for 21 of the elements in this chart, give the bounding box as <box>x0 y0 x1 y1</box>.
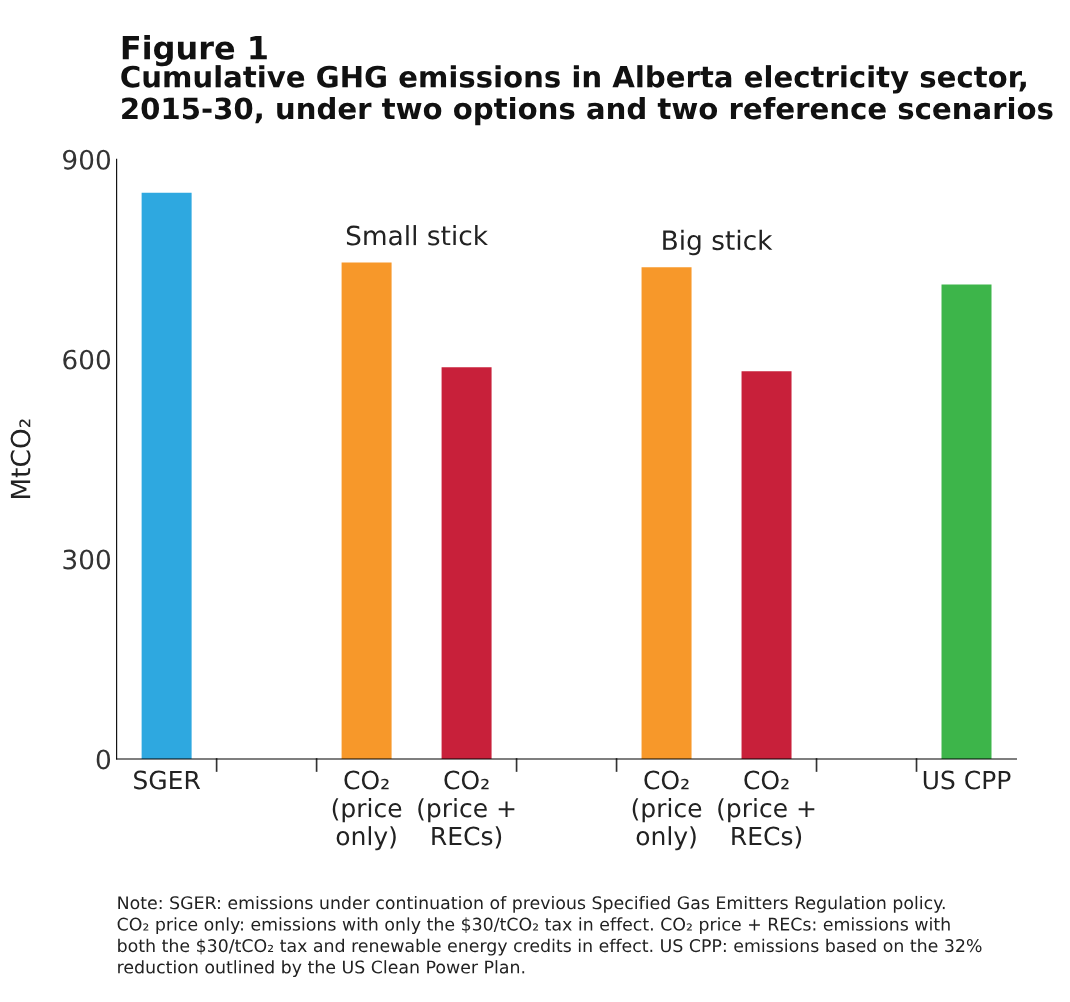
bar <box>741 371 792 760</box>
annotation: Big stick <box>663 229 773 256</box>
x-tick-label: CO₂ (price only) <box>632 770 702 851</box>
bar <box>641 267 692 760</box>
x-tick-label: SGER <box>134 770 201 790</box>
y-axis-title: MtCO₂ <box>10 419 31 499</box>
x-tick-label: US CPP <box>923 770 1011 790</box>
annotation: Small stick <box>346 225 488 246</box>
x-tick-label: CO₂ (price + RECs) <box>418 770 515 849</box>
text: Note: SGER: emissions under continuation of previous Specified Gas Emitters Regulation policy. CO₂ price only: emissions with only the $30/tCO₂ tax in effect. CO₂ price + RECs: emissions with both the $30/tCO₂ tax and renewable energy credits in effect. US CPP: emissions based on the 32% reduction outlined by the US Clean Power Plan. <box>117 895 982 977</box>
chart-subtitle: Cumulative GHG emissions in Alberta electricity sector, 2015-30, under two options and two reference scenarios <box>121 65 1053 126</box>
x-tick-label: CO₂ (price + RECs) <box>718 770 815 849</box>
x-tick-label: CO₂ (price only) <box>332 770 402 851</box>
bar <box>341 262 392 760</box>
bar <box>141 192 192 760</box>
bar <box>441 367 492 760</box>
y-tick-label: 0 <box>96 749 111 770</box>
bar <box>941 284 992 760</box>
y-tick-label: 900 <box>63 149 111 170</box>
y-tick-label: 600 <box>63 349 111 370</box>
y-tick-label: 300 <box>63 549 111 570</box>
